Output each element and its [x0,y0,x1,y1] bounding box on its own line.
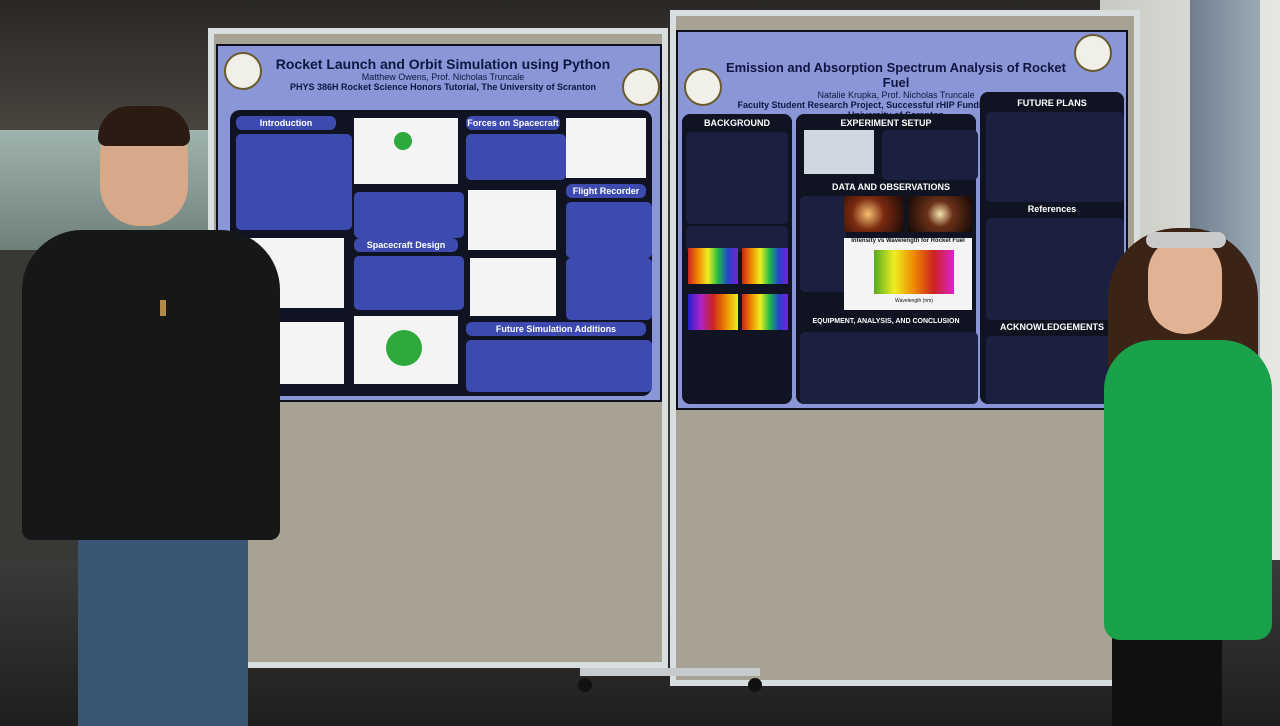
poster-left: Rocket Launch and Orbit Simulation using… [216,44,662,402]
wheel [748,678,762,692]
text-block [986,218,1124,320]
spectrum-image [688,248,738,284]
text-block [566,258,652,320]
wave-plot [468,190,556,250]
person-right-sweatshirt [1104,340,1272,640]
poster-title: Rocket Launch and Orbit Simulation using… [275,56,611,72]
section-heading: Introduction [236,116,336,130]
spectrum-image [742,248,788,284]
chart-xlabel: Wavelength (nm) [895,298,933,304]
spectrum-bars [874,250,954,294]
poster-authors: Matthew Owens, Prof. Nicholas Truncale [361,72,525,82]
setup-photo [804,130,874,174]
text-block [566,202,652,258]
left-column: BACKGROUND [682,114,792,404]
poster-authors: Natalie Krupka, Prof. Nicholas Truncale [817,90,975,100]
text-block [686,226,788,252]
section-heading: References [1027,204,1077,214]
person-right-headband [1146,232,1226,248]
poster-header: Rocket Launch and Orbit Simulation using… [268,50,618,110]
poster-body: Introduction Forces on Spacecraft Flight… [230,110,652,396]
person-left-hair [98,106,190,146]
section-heading: Flight Recorder [566,184,646,198]
section-heading: DATA AND OBSERVATIONS [831,182,950,192]
person-right-face [1148,236,1222,334]
section-heading: FUTURE PLANS [1017,98,1087,108]
section-heading: Forces on Spacecraft [466,116,560,130]
text-block [882,130,978,180]
section-heading: BACKGROUND [704,118,770,128]
chart-title: Intensity vs Wavelength for Rocket Fuel [851,238,965,244]
section-heading: EXPERIMENT SETUP [840,118,932,128]
text-block [236,134,352,230]
middle-column: EXPERIMENT SETUP DATA AND OBSERVATIONS I… [796,114,978,404]
spectrum-image [742,294,788,330]
section-heading: Future Simulation Additions [466,322,646,336]
cross-pendant [160,300,166,316]
university-seal [684,68,722,106]
university-seal [622,68,660,106]
intensity-chart: Intensity vs Wavelength for Rocket Fuel … [844,238,972,310]
spectrum-image [688,294,738,330]
oscillation-plot [566,118,646,178]
velocity-plot [470,258,556,316]
wheel [578,678,592,692]
poster-right: Emission and Absorption Spectrum Analysi… [676,30,1128,410]
flame-photo [844,196,904,232]
text-block [986,112,1124,202]
text-block [800,196,846,292]
university-seal [1074,34,1112,72]
section-heading: EQUIPMENT, ANALYSIS, AND CONCLUSION [812,318,960,325]
text-block [466,134,566,180]
planet-dot [386,330,422,366]
text-block [466,340,652,392]
reentry-orbit-plot [354,316,458,384]
text-block [354,192,464,238]
right-column: FUTURE PLANS References ACKNOWLEDGEMENTS [980,92,1124,404]
planet-dot [394,132,412,150]
poster-affiliation: PHYS 386H Rocket Science Honors Tutorial… [290,82,596,92]
board-stand [580,668,760,676]
poster-title: Emission and Absorption Spectrum Analysi… [726,60,1066,90]
section-heading: Spacecraft Design [354,238,458,252]
person-left-sweater [22,230,280,540]
section-heading: ACKNOWLEDGEMENTS [1000,322,1104,332]
text-block [800,332,978,404]
text-block [354,256,464,310]
text-block [686,132,788,224]
university-seal [224,52,262,90]
text-block [986,336,1124,404]
flame-photo [908,196,972,232]
orbit-plot [354,118,458,184]
